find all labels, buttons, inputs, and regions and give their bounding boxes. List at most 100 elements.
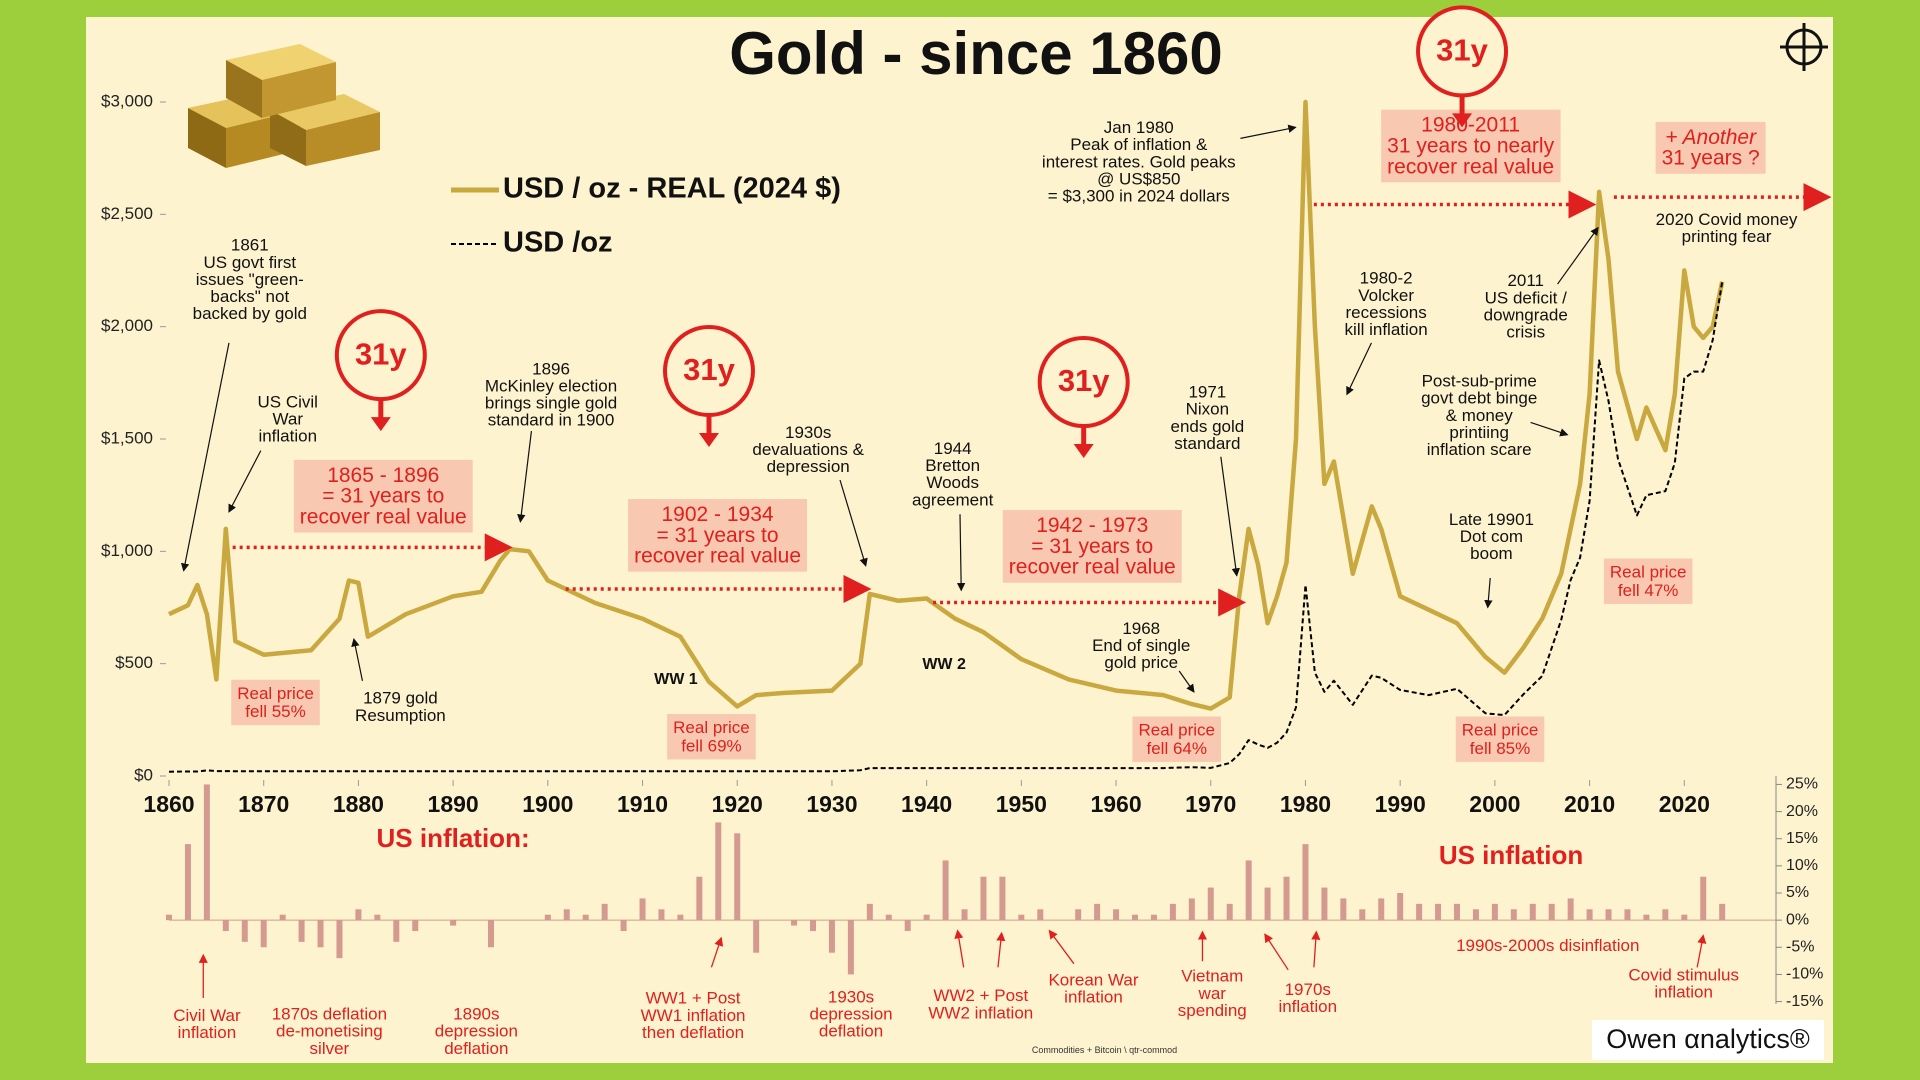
inflation-bar — [1321, 887, 1328, 921]
inflation-note-line: WW2 inflation — [928, 1003, 1033, 1022]
annotation-line: backs" not — [210, 287, 289, 306]
inflation-note-line: Covid stimulus — [1628, 965, 1739, 984]
callout-line: 1942 - 1973 — [1036, 514, 1148, 537]
badge-label: 31y — [683, 352, 735, 387]
y-tick-label: $0 — [134, 765, 153, 784]
x-tick-label: 1880 — [333, 791, 384, 817]
inflation-note-line: silver — [310, 1039, 350, 1058]
inflation-bar — [1245, 860, 1252, 921]
inflation-bar — [544, 914, 551, 921]
inflation-note-line: Vietnam — [1181, 967, 1243, 986]
badge-arrowhead — [370, 417, 391, 432]
inflation-bar — [563, 909, 570, 921]
inflation-bar — [1075, 909, 1082, 921]
x-tick-label: 2020 — [1659, 791, 1710, 817]
inflation-bar — [1567, 898, 1574, 921]
inflation-bar — [279, 914, 286, 921]
annotation-line: printing fear — [1682, 227, 1772, 246]
inflation-bar — [1586, 909, 1593, 921]
inflation-bar — [1397, 893, 1404, 921]
pointer — [710, 936, 724, 968]
inflation-bar — [1283, 876, 1290, 921]
series-line — [168, 281, 1724, 773]
callout-line: 1865 - 1896 — [327, 464, 439, 487]
inflation-bar — [1529, 903, 1536, 921]
y2-tick-label: 25% — [1786, 776, 1818, 793]
inflation-bar — [828, 920, 835, 953]
annotation: WW 2 — [922, 656, 966, 673]
annotation-line: Dot com — [1460, 527, 1523, 546]
pointer — [1557, 226, 1599, 285]
inflation-bar — [203, 784, 210, 921]
y-tick-label: $2,500 — [101, 204, 153, 223]
annotation-line: Late 19901 — [1449, 510, 1534, 529]
annotation-line: 1896 — [532, 359, 570, 378]
callout-line: recover real value — [1009, 556, 1176, 579]
inflation-note-line: inflation — [1278, 997, 1337, 1016]
callout-box — [1002, 510, 1182, 583]
inflation-bar — [1037, 909, 1044, 921]
y2-tick-label: -15% — [1786, 993, 1823, 1010]
pointer — [1220, 456, 1240, 577]
inflation-bar — [923, 914, 930, 921]
inflation-bar — [961, 909, 968, 921]
inflation-bar — [696, 876, 703, 921]
inflation-note-line: inflation — [1064, 987, 1123, 1006]
x-tick-label: 2010 — [1564, 791, 1615, 817]
inflation-bar — [677, 914, 684, 921]
annotation-line: 1861 — [231, 236, 269, 255]
callout-box — [293, 459, 473, 533]
chart-title: Gold - since 1860 — [729, 20, 1223, 87]
inflation-bar — [393, 920, 400, 942]
inflation-bar — [336, 920, 343, 959]
annotation-line: = $3,300 in 2024 dollars — [1048, 187, 1230, 206]
annotation-line: 1971 — [1188, 383, 1226, 402]
inflation-note-line: 1890s — [453, 1005, 499, 1024]
inflation-note-line: war — [1198, 984, 1227, 1003]
inflation-bar — [1416, 903, 1423, 921]
callout-line: recover real value — [300, 506, 467, 529]
inflation-bar — [1681, 914, 1688, 921]
inflation-bar — [450, 920, 457, 926]
inflation-note-line: Civil War — [173, 1006, 241, 1025]
y-tick-label: $1,000 — [101, 541, 153, 560]
badge-arrowhead — [1452, 113, 1473, 128]
badge-arrowhead — [698, 433, 719, 448]
inflation-bar — [1510, 909, 1517, 921]
inflation-bar — [241, 920, 248, 942]
annotation-line: @ US$850 — [1097, 169, 1180, 188]
annotation-line: Volcker — [1358, 286, 1414, 305]
series-line — [168, 99, 1725, 711]
annotation-line: 1930s — [785, 423, 831, 442]
inflation-note-line: deflation — [444, 1039, 508, 1058]
inflation-note-line: WW1 + Post — [646, 989, 741, 1008]
source: Commodities + Bitcoin \ qtr-commod — [1032, 1045, 1177, 1055]
inflation-bar — [582, 914, 589, 921]
callout-line: recover real value — [1387, 155, 1554, 178]
inflation-bar — [1018, 914, 1025, 921]
annotation-line: 1944 — [934, 439, 972, 458]
inflation-bar — [317, 920, 324, 948]
inflation-bar — [1264, 887, 1271, 921]
pointer — [1311, 930, 1321, 968]
callout-box — [1132, 716, 1222, 762]
x-tick-label: 1890 — [428, 791, 479, 817]
inflation-bar — [166, 914, 172, 921]
inflation-bar — [1169, 903, 1176, 921]
inflation-bar — [1719, 903, 1726, 921]
brand: Owen αnalytics® — [1606, 1024, 1810, 1054]
pointer — [1240, 124, 1297, 139]
callout-line: 1902 - 1934 — [662, 503, 774, 526]
inflation-note: 1990s-2000s disinflation — [1456, 936, 1639, 955]
